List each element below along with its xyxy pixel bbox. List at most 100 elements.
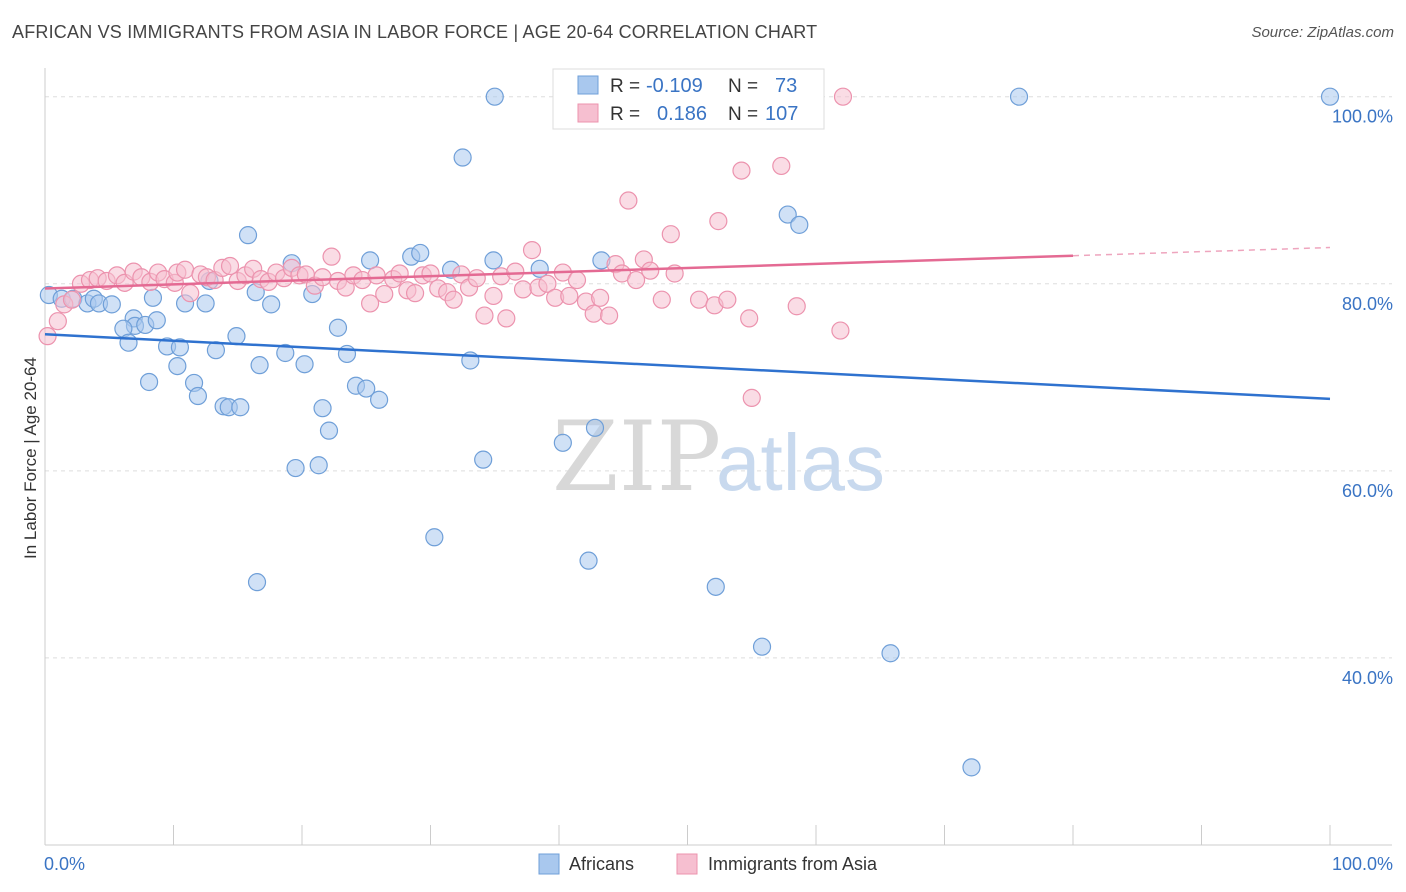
y-axis-label: In Labor Force | Age 20-64 [21, 357, 40, 559]
bottom-legend-swatch-asia [676, 853, 698, 875]
scatter-point [553, 433, 572, 452]
y-tick-label: 100.0% [1332, 107, 1393, 127]
series-asia-points [38, 87, 853, 407]
scatter-point [313, 268, 332, 287]
series-africans-points [39, 87, 1340, 777]
scatter-point [1009, 87, 1029, 106]
scatter-point [626, 270, 646, 290]
scatter-point [661, 225, 680, 244]
scatter-point [276, 343, 295, 363]
scatter-point [453, 148, 472, 167]
scatter-point [560, 286, 579, 306]
bottom-legend: Africans Immigrants from Asia [538, 853, 878, 875]
scatter-point [425, 528, 444, 547]
scatter-point [250, 356, 269, 375]
scatter-point [421, 264, 440, 283]
y-tick-labels: 100.0% 80.0% 60.0% 40.0% [1332, 107, 1393, 688]
scatter-point [102, 295, 121, 314]
scatter-point [709, 212, 728, 231]
legend-r-label-asia: R = [610, 104, 640, 125]
scatter-point [147, 311, 166, 330]
scatter-point [322, 247, 341, 266]
scatter-point [497, 309, 516, 328]
scatter-point [718, 290, 737, 309]
scatter-point [119, 333, 138, 352]
scatter-point [742, 388, 761, 407]
scatter-point [585, 418, 605, 437]
scatter-point [357, 379, 376, 398]
scatter-point [328, 318, 348, 337]
scatter-point [361, 294, 380, 313]
scatter-point [513, 280, 533, 299]
scatter-point [732, 161, 751, 180]
bottom-legend-africans: Africans [569, 854, 634, 874]
trend-line-asia-extension [1072, 246, 1331, 257]
scatter-point [370, 390, 389, 409]
scatter-point [591, 288, 610, 307]
gridlines [45, 96, 1392, 659]
trend-lines [44, 246, 1331, 401]
scatter-point [538, 274, 557, 293]
bottom-legend-swatch-africans [538, 853, 560, 875]
scatter-point [247, 573, 267, 592]
scatter-point [367, 266, 386, 285]
scatter-point [706, 577, 725, 596]
scatter-point [390, 264, 409, 283]
scatter-point [831, 321, 850, 340]
scatter-point [227, 327, 246, 346]
scatter-point [143, 288, 163, 307]
y-tick-label: 40.0% [1342, 668, 1393, 688]
scatter-point [600, 306, 619, 325]
scatter-point [641, 261, 660, 280]
scatter-point [411, 243, 430, 263]
scatter-point [689, 290, 709, 309]
stats-legend: R = -0.109 N = 73 R = 0.186 N = 107 [552, 68, 825, 130]
axes [44, 68, 1392, 846]
scatter-point [485, 87, 504, 106]
scatter-point [740, 309, 759, 328]
legend-swatch-africans [577, 75, 599, 95]
scatter-point [181, 284, 200, 303]
y-tick-label: 80.0% [1342, 294, 1393, 314]
scatter-point [175, 260, 195, 279]
legend-n-label-africans: N = [728, 76, 758, 97]
scatter-point [231, 398, 250, 417]
scatter-point [530, 259, 549, 278]
scatter-point [619, 191, 638, 210]
scatter-point [262, 295, 281, 314]
scatter-point [467, 269, 486, 288]
x-tick-labels: 0.0% 100.0% [44, 854, 1393, 874]
legend-n-value-asia: 107 [765, 103, 798, 125]
scatter-point [38, 327, 57, 346]
scatter-point [652, 290, 671, 309]
scatter-point [778, 205, 797, 224]
trend-line-asia [44, 254, 1074, 290]
scatter-point [286, 458, 305, 478]
scatter-point [790, 215, 809, 234]
scatter-point [444, 290, 463, 309]
scatter-point [584, 304, 603, 323]
scatter-point [361, 251, 380, 270]
x-tick-label: 100.0% [1332, 854, 1393, 874]
scatter-point [62, 290, 82, 309]
bottom-legend-asia: Immigrants from Asia [708, 854, 878, 874]
scatter-point [196, 294, 215, 313]
x-tick-label: 0.0% [44, 854, 85, 874]
watermark: ZIP atlas [552, 401, 885, 513]
scatter-point [48, 312, 67, 331]
scatter-point [474, 450, 493, 469]
scatter-point [787, 297, 806, 316]
scatter-point [375, 284, 394, 304]
scatter-point [579, 551, 598, 570]
scatter-point [295, 355, 314, 374]
scatter-point [484, 251, 503, 270]
scatter-point [752, 637, 772, 656]
legend-r-label-africans: R = [610, 76, 640, 97]
scatter-point [522, 241, 542, 260]
scatter-point [772, 156, 791, 176]
scatter-point [567, 270, 587, 290]
legend-r-value-asia: 0.186 [657, 103, 707, 125]
scatter-point [319, 421, 339, 440]
scatter-point [405, 284, 425, 303]
